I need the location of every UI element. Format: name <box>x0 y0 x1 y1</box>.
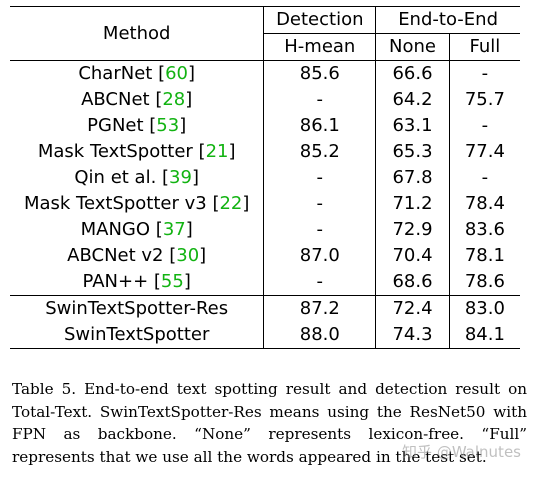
results-table-container: Method Detection End-to-End H-mean None … <box>10 6 525 349</box>
hmean-cell: 86.1 <box>263 113 377 139</box>
header-end-to-end: End-to-End <box>375 6 520 34</box>
none-cell: 65.3 <box>375 139 450 165</box>
citation-link: 21 <box>205 141 229 162</box>
none-cell: 74.3 <box>375 322 450 349</box>
none-cell: 70.4 <box>375 243 450 269</box>
header-full: Full <box>469 36 501 57</box>
table-row: PAN++ [55] -68.6 78.6 <box>10 269 520 296</box>
method-name: CharNet <box>78 63 153 84</box>
method-name: ABCNet v2 <box>67 245 164 266</box>
method-cell: Mask TextSpotter [21] <box>10 139 265 165</box>
full-cell: 78.4 <box>464 193 505 214</box>
header-row-1: Method Detection End-to-End <box>10 6 520 61</box>
method-cell: ABCNet [28] <box>10 87 265 113</box>
method-cell: MANGO [37] <box>10 217 265 243</box>
full-cell: - <box>481 115 489 136</box>
method-name: MANGO <box>80 219 151 240</box>
table-row: PGNet [53] 86.1 63.1 - <box>10 113 520 139</box>
table-row: Qin et al. [39] -67.8- <box>10 165 520 191</box>
hmean-cell: - <box>263 165 377 191</box>
method-cell: SwinTextSpotter <box>10 322 265 349</box>
none-cell: 67.8 <box>375 165 450 191</box>
table-row: ABCNet [28] -64.2 75.7 <box>10 87 520 113</box>
our-methods-body: SwinTextSpotter-Res 87.2 72.4 83.0 SwinTextS… <box>10 295 520 349</box>
method-name: ABCNet <box>81 89 150 110</box>
results-table: Method Detection End-to-End H-mean None … <box>10 6 520 349</box>
hmean-cell: 88.0 <box>263 322 377 349</box>
method-name: Qin et al. <box>74 167 157 188</box>
none-cell: 72.9 <box>375 217 450 243</box>
none-cell: 66.6 <box>375 60 450 87</box>
full-cell: 77.4 <box>464 141 505 162</box>
hmean-cell: - <box>263 191 377 217</box>
prior-methods-body: CharNet [60] 85.6 66.6- ABCNet [28] -64.2 75.… <box>10 60 520 296</box>
header-row-2: H-mean None Full <box>10 33 520 61</box>
table-row: Mask TextSpotter v3 [22] -71.2 78.4 <box>10 191 520 217</box>
hmean-cell: 87.2 <box>263 295 377 322</box>
method-name: PGNet <box>87 115 144 136</box>
full-cell: 83.6 <box>464 219 505 240</box>
none-cell: 68.6 <box>375 269 450 296</box>
method-cell: PAN++ [55] <box>10 269 265 296</box>
hmean-cell: 85.2 <box>263 139 377 165</box>
table-row: Mask TextSpotter [21] 85.2 65.3 77.4 <box>10 139 520 165</box>
method-cell: Mask TextSpotter v3 [22] <box>10 191 265 217</box>
none-cell: 71.2 <box>375 191 450 217</box>
header-method: Method <box>10 6 265 61</box>
method-cell: CharNet [60] <box>10 60 265 87</box>
citation-link: 37 <box>162 219 186 240</box>
citation-link: 22 <box>219 193 243 214</box>
table-row: MANGO [37] -72.9 83.6 <box>10 217 520 243</box>
hmean-cell: 85.6 <box>263 60 377 87</box>
method-cell: ABCNet v2 [30] <box>10 243 265 269</box>
method-name: Mask TextSpotter <box>37 141 193 162</box>
citation-link: 60 <box>165 63 188 84</box>
table-row: CharNet [60] 85.6 66.6 - <box>10 60 520 87</box>
full-cell: 75.7 <box>464 89 505 110</box>
full-cell: 84.1 <box>464 324 505 345</box>
table-row: SwinTextSpotter 88.0 74.3 84.1 <box>10 322 520 349</box>
hmean-cell: - <box>263 217 377 243</box>
hmean-cell: - <box>263 87 377 113</box>
header-h-mean: H-mean <box>263 33 377 61</box>
citation-link: 39 <box>169 167 192 188</box>
full-cell: 78.1 <box>464 245 505 266</box>
method-cell: PGNet [53] <box>10 113 265 139</box>
hmean-cell: 87.0 <box>263 243 377 269</box>
full-cell: - <box>481 63 489 84</box>
citation-link: 53 <box>156 115 180 136</box>
method-name: Mask TextSpotter v3 <box>23 193 207 214</box>
table-row: ABCNet v2 [30] 87.0 70.4 78.1 <box>10 243 520 269</box>
table-row: SwinTextSpotter-Res 87.2 72.4 83.0 <box>10 295 520 322</box>
header-detection: Detection <box>263 6 377 34</box>
header-none: None <box>375 33 450 61</box>
full-cell: 78.6 <box>464 271 505 292</box>
none-cell: 63.1 <box>375 113 450 139</box>
none-cell: 64.2 <box>375 87 450 113</box>
method-cell: Qin et al. [39] <box>10 165 265 191</box>
method-name: PAN++ <box>82 271 149 292</box>
method-cell: SwinTextSpotter-Res <box>10 295 265 322</box>
full-cell: - <box>481 167 489 188</box>
hmean-cell: - <box>263 269 377 296</box>
full-cell: 83.0 <box>464 298 505 319</box>
watermark: 知乎 @Walnutes <box>402 443 521 461</box>
table-caption: Table 5. End-to-end text spotting result… <box>12 380 527 466</box>
citation-link: 55 <box>160 271 184 292</box>
citation-link: 30 <box>176 245 200 266</box>
none-cell: 72.4 <box>375 295 450 322</box>
citation-link: 28 <box>162 89 186 110</box>
